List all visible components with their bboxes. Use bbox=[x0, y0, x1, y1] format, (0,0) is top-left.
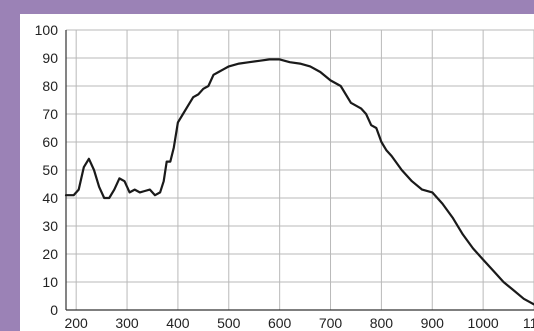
x-tick-label: 500 bbox=[217, 315, 241, 331]
x-tick-label: 600 bbox=[268, 315, 292, 331]
y-tick-label: 70 bbox=[42, 106, 58, 122]
y-tick-label: 80 bbox=[42, 78, 58, 94]
line-chart: 200 300 400 500 600 700 800 900 1000 110 0 10 20 30 4… bbox=[35, 22, 534, 331]
x-tick-label: 1000 bbox=[468, 315, 499, 331]
y-tick-label: 90 bbox=[42, 50, 58, 66]
y-tick-label: 40 bbox=[42, 190, 58, 206]
grid bbox=[66, 29, 534, 311]
y-tick-label: 30 bbox=[42, 218, 58, 234]
y-tick-label: 50 bbox=[42, 162, 58, 178]
x-tick-label: 400 bbox=[166, 315, 190, 331]
x-tick-label: 300 bbox=[115, 315, 139, 331]
x-tick-label: 110 bbox=[523, 315, 534, 331]
y-tick-label: 0 bbox=[50, 302, 58, 318]
x-axis-ticks: 200 300 400 500 600 700 800 900 1000 110 bbox=[64, 315, 534, 331]
x-tick-label: 900 bbox=[421, 315, 445, 331]
series-layer bbox=[64, 58, 534, 306]
x-tick-label: 200 bbox=[64, 315, 88, 331]
x-tick-label: 700 bbox=[319, 315, 343, 331]
y-axis-ticks: 0 10 20 30 40 50 60 70 80 90 100 bbox=[35, 22, 59, 318]
series-line bbox=[64, 58, 534, 306]
y-tick-label: 10 bbox=[42, 274, 58, 290]
chart-figure: 200 300 400 500 600 700 800 900 1000 110 0 10 20 30 4… bbox=[20, 14, 534, 331]
x-tick-label: 800 bbox=[370, 315, 394, 331]
y-tick-label: 20 bbox=[42, 246, 58, 262]
axes bbox=[65, 30, 534, 311]
y-tick-label: 100 bbox=[35, 22, 59, 38]
y-tick-label: 60 bbox=[42, 134, 58, 150]
